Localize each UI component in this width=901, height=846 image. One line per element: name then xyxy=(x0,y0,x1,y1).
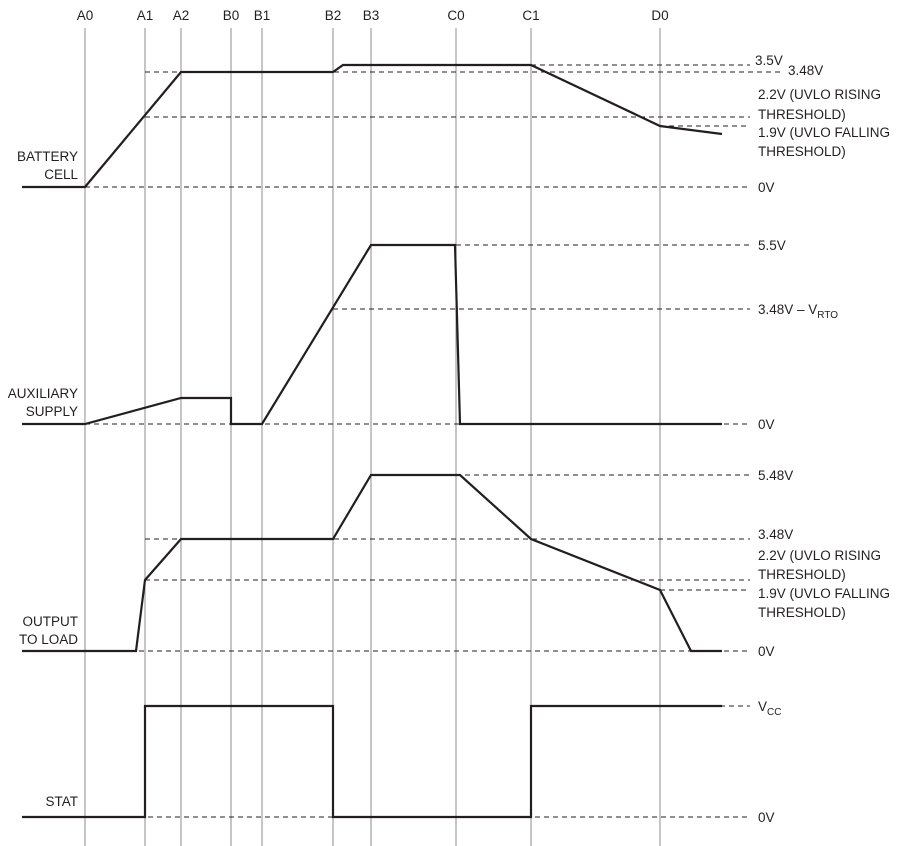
stat-level-vcc: VCC xyxy=(758,699,781,718)
stat-signal: STAT VCC 0V xyxy=(22,699,781,825)
auxiliary-level-3v48-vrto: 3.48V – VRTO xyxy=(758,302,838,321)
output-to-load-signal: OUTPUT TO LOAD 5.48V 3.48V 2.2V (UVLO RI… xyxy=(19,468,890,659)
output-label-line2: TO LOAD xyxy=(19,632,78,647)
output-level-5v48: 5.48V xyxy=(758,468,793,483)
auxiliary-level-3v48-vrto-subscript: RTO xyxy=(817,310,838,321)
output-level-1v9-line2: THRESHOLD) xyxy=(758,605,846,620)
marker-b2: B2 xyxy=(325,8,342,23)
auxiliary-waveform xyxy=(22,243,722,426)
marker-b0: B0 xyxy=(223,8,240,23)
stat-level-vcc-main: V xyxy=(758,699,767,714)
battery-level-2v2-line2: THRESHOLD) xyxy=(758,107,846,122)
time-marker-labels: A0 A1 A2 B0 B1 B2 B3 C0 C1 D0 xyxy=(77,8,669,23)
battery-level-2v2-line1: 2.2V (UVLO RISING xyxy=(758,87,881,102)
output-level-0v: 0V xyxy=(758,644,775,659)
battery-level-1v9-line2: THRESHOLD) xyxy=(758,144,846,159)
marker-c1: C1 xyxy=(522,8,539,23)
output-level-1v9-line1: 1.9V (UVLO FALLING xyxy=(758,586,890,601)
auxiliary-level-0v: 0V xyxy=(758,417,775,432)
stat-waveform xyxy=(22,704,722,819)
battery-level-3v5: 3.5V xyxy=(755,53,783,68)
battery-level-3v48: 3.48V xyxy=(788,63,823,78)
marker-a1: A1 xyxy=(137,8,154,23)
auxiliary-level-5v5: 5.5V xyxy=(758,238,786,253)
stat-label: STAT xyxy=(46,794,79,809)
marker-b3: B3 xyxy=(363,8,380,23)
battery-level-1v9-line1: 1.9V (UVLO FALLING xyxy=(758,125,890,140)
battery-label-line1: BATTERY xyxy=(17,149,78,164)
auxiliary-supply-signal: AUXILIARY SUPPLY 5.5V 3.48V – VRTO 0V xyxy=(8,238,839,432)
battery-level-0v: 0V xyxy=(758,180,775,195)
marker-d0: D0 xyxy=(651,8,668,23)
output-label-line1: OUTPUT xyxy=(23,614,79,629)
output-level-2v2-line2: THRESHOLD) xyxy=(758,567,846,582)
marker-c0: C0 xyxy=(447,8,464,23)
auxiliary-label-line1: AUXILIARY xyxy=(8,386,78,401)
stat-level-0v: 0V xyxy=(758,810,775,825)
battery-waveform xyxy=(22,63,723,189)
output-waveform xyxy=(22,473,722,653)
battery-cell-signal: BATTERY CELL 3.5V 3.48V 2.2V (UVLO RISIN… xyxy=(17,53,890,195)
battery-label-line2: CELL xyxy=(44,167,78,182)
marker-a0: A0 xyxy=(77,8,94,23)
auxiliary-label-line2: SUPPLY xyxy=(26,404,78,419)
output-level-3v48: 3.48V xyxy=(758,527,793,542)
stat-level-vcc-subscript: CC xyxy=(767,707,781,718)
output-level-2v2-line1: 2.2V (UVLO RISING xyxy=(758,548,881,563)
marker-b1: B1 xyxy=(254,8,271,23)
auxiliary-level-3v48-vrto-main: 3.48V – V xyxy=(758,302,817,317)
marker-a2: A2 xyxy=(173,8,190,23)
time-marker-lines xyxy=(84,28,661,846)
